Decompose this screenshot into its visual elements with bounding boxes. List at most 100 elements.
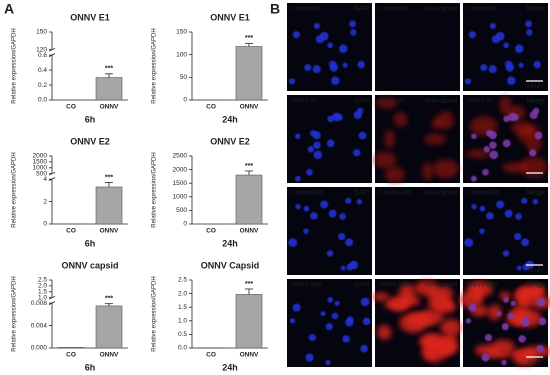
- micrograph: Control 6h DAPI: [287, 3, 372, 91]
- nucleus: [468, 303, 477, 312]
- y-axis-label: Relative expression/GAPDH: [152, 152, 158, 227]
- nucleus: [292, 31, 301, 39]
- capsid-signal: [440, 318, 462, 337]
- y-axis-label: Relative expression/GAPDH: [12, 276, 18, 351]
- nucleus: [313, 141, 321, 150]
- y-tick-label: 0.4: [38, 67, 47, 74]
- x-axis-label: 24h: [222, 238, 238, 248]
- capsid-signal: [421, 336, 443, 346]
- capsid-signal: [422, 161, 433, 181]
- row-label: ONNV 6h: [290, 98, 318, 105]
- micrograph: Control 6h Merge 10 μm: [463, 3, 548, 91]
- capsid-signal: [443, 334, 457, 344]
- nucleus: [304, 63, 312, 72]
- nucleus: [303, 228, 309, 234]
- nucleus: [362, 317, 371, 326]
- micrograph: ONNV 6h Anti-capsid: [373, 95, 460, 183]
- nucleus: [464, 78, 472, 85]
- nucleus: [471, 204, 477, 210]
- nucleus: [496, 311, 502, 317]
- capsid-signal: [519, 157, 548, 177]
- nucleus: [360, 297, 370, 307]
- y-tick-label: 2.0: [38, 283, 47, 290]
- chart-title: ONNV E2: [210, 136, 250, 146]
- nucleus: [518, 62, 524, 68]
- bar: [95, 77, 123, 101]
- nucleus: [471, 133, 477, 140]
- nucleus: [503, 42, 510, 49]
- y-tick-label: 4: [43, 176, 47, 183]
- y-axis-label: Relative expression/GAPDH: [12, 152, 18, 227]
- nucleus: [532, 198, 539, 205]
- nucleus: [528, 148, 537, 157]
- channel-label: Anti-capsid: [425, 6, 458, 13]
- nucleus: [501, 359, 507, 366]
- nucleus: [508, 112, 517, 122]
- chart-title: ONNV E2: [70, 136, 110, 146]
- nucleus: [502, 250, 510, 257]
- nucleus: [312, 131, 321, 140]
- nucleus: [309, 212, 318, 220]
- nucleus: [357, 60, 366, 69]
- x-tick-label: ONNV: [100, 104, 119, 111]
- nucleus: [328, 209, 337, 218]
- nucleus: [327, 296, 334, 303]
- capsid-signal: [375, 97, 398, 109]
- nucleus: [482, 168, 489, 176]
- capsid-signal: [520, 284, 545, 297]
- nucleus: [319, 31, 329, 41]
- nucleus: [288, 238, 298, 247]
- nucleus: [464, 238, 474, 247]
- nucleus: [329, 63, 339, 72]
- row-label: Control 24h: [466, 190, 500, 197]
- capsid-signal: [513, 350, 537, 366]
- nucleus: [488, 131, 497, 140]
- row-label: ONNV 6h: [466, 98, 494, 105]
- channel-label: DAPI: [354, 98, 369, 105]
- nucleus: [342, 62, 348, 68]
- x-tick-label: ONNV: [240, 228, 259, 235]
- nucleus: [489, 141, 497, 150]
- y-tick-label: 0.2: [38, 82, 47, 89]
- y-tick-label: 2000: [173, 166, 188, 173]
- nucleus: [326, 139, 335, 148]
- micrograph: ONNV 24h Anti-capsid: [372, 279, 462, 367]
- scale-bar-label: 10 μm: [527, 359, 543, 365]
- micrograph-bg: [375, 187, 460, 275]
- nucleus: [518, 335, 526, 343]
- bar: [95, 186, 123, 225]
- capsid-signal: [384, 129, 395, 149]
- channel-label: Anti-capsid: [425, 98, 458, 105]
- x-axis-label: 24h: [222, 114, 238, 124]
- row-label: ONNV 24h: [378, 282, 410, 289]
- nucleus: [481, 353, 490, 362]
- x-axis-label: 24h: [222, 362, 238, 372]
- channel-label: Merge: [527, 98, 546, 105]
- nucleus: [340, 265, 346, 271]
- chart-title: ONNV E1: [70, 12, 110, 22]
- nucleus: [353, 110, 362, 120]
- bar: [95, 305, 123, 349]
- chart-title: ONNV Capsid: [201, 260, 260, 270]
- nucleus: [510, 300, 516, 306]
- bar: [235, 174, 263, 225]
- y-tick-label: 500: [176, 207, 187, 214]
- nucleus: [307, 146, 315, 153]
- y-tick-label: 0.000: [31, 345, 48, 352]
- nucleus: [295, 204, 301, 210]
- channel-label: DAPI: [354, 282, 369, 289]
- panel-label: B: [270, 1, 280, 17]
- row-label: Control 24h: [378, 190, 412, 197]
- y-tick-label: 2.5: [178, 277, 187, 284]
- y-tick-label: 120: [36, 46, 47, 53]
- capsid-signal: [474, 344, 500, 357]
- nucleus: [505, 63, 515, 72]
- capsid-signal: [384, 166, 405, 183]
- micrograph: Control 6h Anti-capsid: [375, 3, 460, 91]
- x-tick-label: ONNV: [240, 352, 259, 359]
- y-tick-label: 2: [43, 198, 47, 205]
- x-tick-label: ONNV: [240, 104, 259, 111]
- y-tick-label: 0.004: [31, 322, 48, 329]
- x-axis-label: 6h: [85, 362, 96, 372]
- y-tick-label: 2.5: [38, 277, 47, 284]
